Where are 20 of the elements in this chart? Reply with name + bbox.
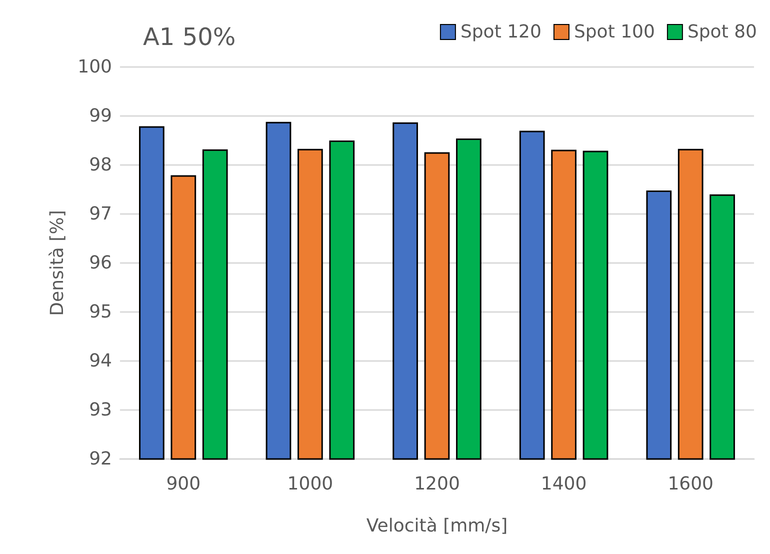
chart-title: A1 50%	[143, 23, 236, 51]
y-axis-title: Densità [%]	[47, 210, 68, 316]
y-tick-label: 98	[89, 154, 112, 176]
x-tick-label: 1400	[540, 474, 587, 494]
y-tick-label: 95	[89, 302, 112, 322]
y-tick-label: 100	[78, 56, 112, 78]
x-tick-label: 1200	[414, 474, 460, 494]
x-tick-label: 1600	[668, 474, 714, 494]
x-tick-label: 1000	[287, 474, 334, 494]
x-axis-title: Velocità [mm/s]	[366, 516, 508, 536]
y-tick-label: 92	[89, 448, 112, 470]
y-tick-label: 96	[89, 252, 112, 274]
y-tick-label: 99	[89, 106, 112, 126]
x-tick-label: 900	[166, 474, 201, 494]
y-tick-label: 94	[89, 350, 112, 372]
y-tick-label: 97	[89, 204, 112, 224]
legend-label: Spot 80	[687, 22, 758, 42]
legend-label: Spot 100	[574, 22, 655, 42]
y-tick-label: 93	[89, 400, 112, 420]
legend-label: Spot 120	[460, 22, 542, 42]
